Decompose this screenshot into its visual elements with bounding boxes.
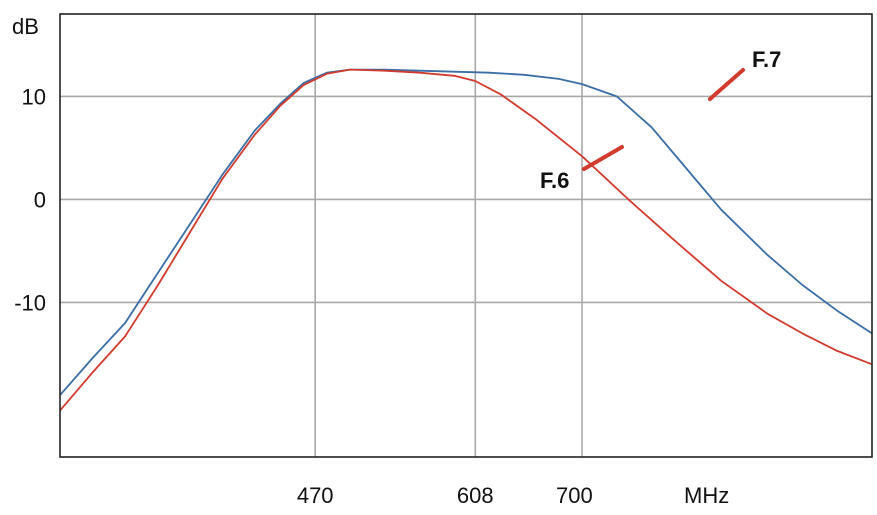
- annotation-leader-f7: [708, 68, 745, 101]
- y-tick-label: 0: [34, 187, 46, 212]
- series-line-f7: [59, 68, 873, 396]
- plot-frame: [59, 13, 873, 458]
- x-tick-label: 608: [457, 483, 494, 508]
- series-lines: [59, 68, 873, 412]
- series-line-f6: [59, 68, 873, 412]
- y-tick-label: 10: [22, 84, 46, 109]
- annotation-leader-f6: [582, 145, 624, 171]
- y-tick-labels: 10 0 -10: [14, 84, 46, 315]
- x-tick-label: 470: [297, 483, 334, 508]
- y-tick-label: -10: [14, 290, 46, 315]
- series-label-f7: F.7: [752, 47, 781, 72]
- x-unit-label: MHz: [684, 483, 729, 508]
- y-axis-label: dB: [12, 14, 39, 39]
- x-tick-label: 700: [556, 483, 593, 508]
- x-tick-labels: 470 608 700: [297, 483, 593, 508]
- gridlines: [60, 14, 872, 457]
- series-label-f6: F.6: [540, 168, 569, 193]
- series-annotations: F.7 F.6: [540, 47, 781, 193]
